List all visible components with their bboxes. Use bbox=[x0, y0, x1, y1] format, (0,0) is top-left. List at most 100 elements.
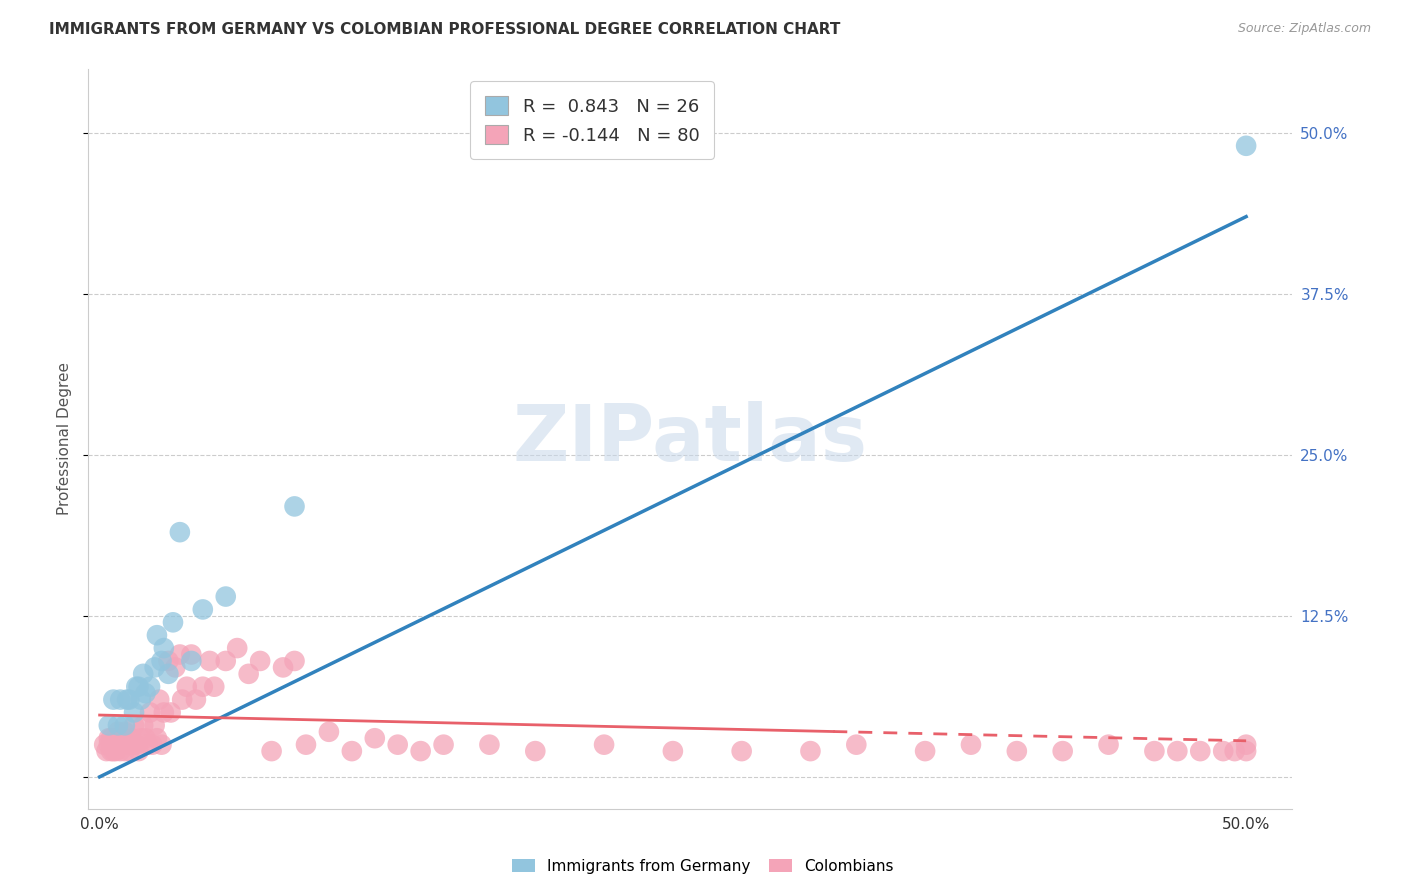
Point bbox=[271, 660, 294, 674]
Point bbox=[115, 692, 138, 706]
Point bbox=[132, 718, 155, 732]
Point bbox=[165, 660, 187, 674]
Point bbox=[114, 724, 136, 739]
Point bbox=[139, 706, 162, 720]
Point bbox=[103, 738, 125, 752]
Point bbox=[1052, 744, 1074, 758]
Point bbox=[121, 731, 143, 746]
Point bbox=[150, 738, 173, 752]
Point bbox=[260, 744, 283, 758]
Point bbox=[132, 666, 155, 681]
Point bbox=[118, 692, 141, 706]
Point bbox=[128, 680, 150, 694]
Point bbox=[318, 724, 340, 739]
Point bbox=[162, 615, 184, 630]
Point bbox=[150, 654, 173, 668]
Point bbox=[157, 654, 180, 668]
Point bbox=[215, 654, 238, 668]
Point bbox=[730, 744, 752, 758]
Point bbox=[107, 738, 129, 752]
Text: ZIPatlas: ZIPatlas bbox=[513, 401, 868, 477]
Point bbox=[283, 654, 305, 668]
Point bbox=[478, 738, 501, 752]
Point bbox=[107, 724, 129, 739]
Point bbox=[960, 738, 983, 752]
Point bbox=[146, 731, 169, 746]
Point bbox=[662, 744, 685, 758]
Point bbox=[180, 648, 202, 662]
Point bbox=[1189, 744, 1212, 758]
Point bbox=[1234, 138, 1257, 153]
Point bbox=[97, 731, 120, 746]
Point bbox=[110, 731, 132, 746]
Point bbox=[157, 666, 180, 681]
Point bbox=[136, 738, 159, 752]
Point bbox=[125, 738, 148, 752]
Point bbox=[1234, 744, 1257, 758]
Point bbox=[202, 680, 225, 694]
Point bbox=[198, 654, 221, 668]
Point bbox=[100, 744, 122, 758]
Point bbox=[799, 744, 821, 758]
Point bbox=[914, 744, 936, 758]
Point bbox=[134, 731, 156, 746]
Point bbox=[103, 692, 125, 706]
Point bbox=[172, 692, 194, 706]
Point bbox=[340, 744, 363, 758]
Point bbox=[191, 602, 214, 616]
Point bbox=[169, 525, 191, 540]
Point bbox=[238, 666, 260, 681]
Point bbox=[93, 738, 115, 752]
Point bbox=[143, 660, 166, 674]
Point bbox=[409, 744, 432, 758]
Point bbox=[111, 738, 134, 752]
Point bbox=[125, 680, 148, 694]
Point bbox=[100, 731, 122, 746]
Point bbox=[96, 744, 118, 758]
Point bbox=[122, 738, 145, 752]
Point bbox=[153, 641, 176, 656]
Point bbox=[191, 680, 214, 694]
Point bbox=[122, 706, 145, 720]
Point bbox=[1097, 738, 1119, 752]
Text: Source: ZipAtlas.com: Source: ZipAtlas.com bbox=[1237, 22, 1371, 36]
Point bbox=[1005, 744, 1028, 758]
Point bbox=[111, 731, 134, 746]
Point bbox=[141, 738, 163, 752]
Point bbox=[122, 718, 145, 732]
Point bbox=[295, 738, 318, 752]
Text: IMMIGRANTS FROM GERMANY VS COLOMBIAN PROFESSIONAL DEGREE CORRELATION CHART: IMMIGRANTS FROM GERMANY VS COLOMBIAN PRO… bbox=[49, 22, 841, 37]
Point bbox=[432, 738, 454, 752]
Point bbox=[159, 706, 181, 720]
Point bbox=[115, 738, 138, 752]
Point bbox=[593, 738, 616, 752]
Point bbox=[114, 718, 136, 732]
Point bbox=[118, 744, 141, 758]
Point bbox=[103, 744, 125, 758]
Point bbox=[180, 654, 202, 668]
Point bbox=[134, 686, 156, 700]
Point bbox=[146, 628, 169, 642]
Point bbox=[226, 641, 249, 656]
Point bbox=[114, 744, 136, 758]
Point bbox=[283, 500, 305, 514]
Point bbox=[129, 731, 152, 746]
Point bbox=[107, 718, 129, 732]
Legend: R =  0.843   N = 26, R = -0.144   N = 80: R = 0.843 N = 26, R = -0.144 N = 80 bbox=[471, 81, 714, 159]
Point bbox=[1212, 744, 1234, 758]
Point bbox=[845, 738, 868, 752]
Point bbox=[1143, 744, 1166, 758]
Point bbox=[1234, 738, 1257, 752]
Point bbox=[1166, 744, 1188, 758]
Point bbox=[104, 731, 127, 746]
Point bbox=[176, 680, 198, 694]
Point bbox=[524, 744, 547, 758]
Point bbox=[129, 692, 152, 706]
Point bbox=[215, 590, 238, 604]
Point bbox=[110, 692, 132, 706]
Y-axis label: Professional Degree: Professional Degree bbox=[58, 362, 72, 516]
Point bbox=[104, 744, 127, 758]
Point bbox=[110, 744, 132, 758]
Point bbox=[249, 654, 271, 668]
Point bbox=[148, 692, 170, 706]
